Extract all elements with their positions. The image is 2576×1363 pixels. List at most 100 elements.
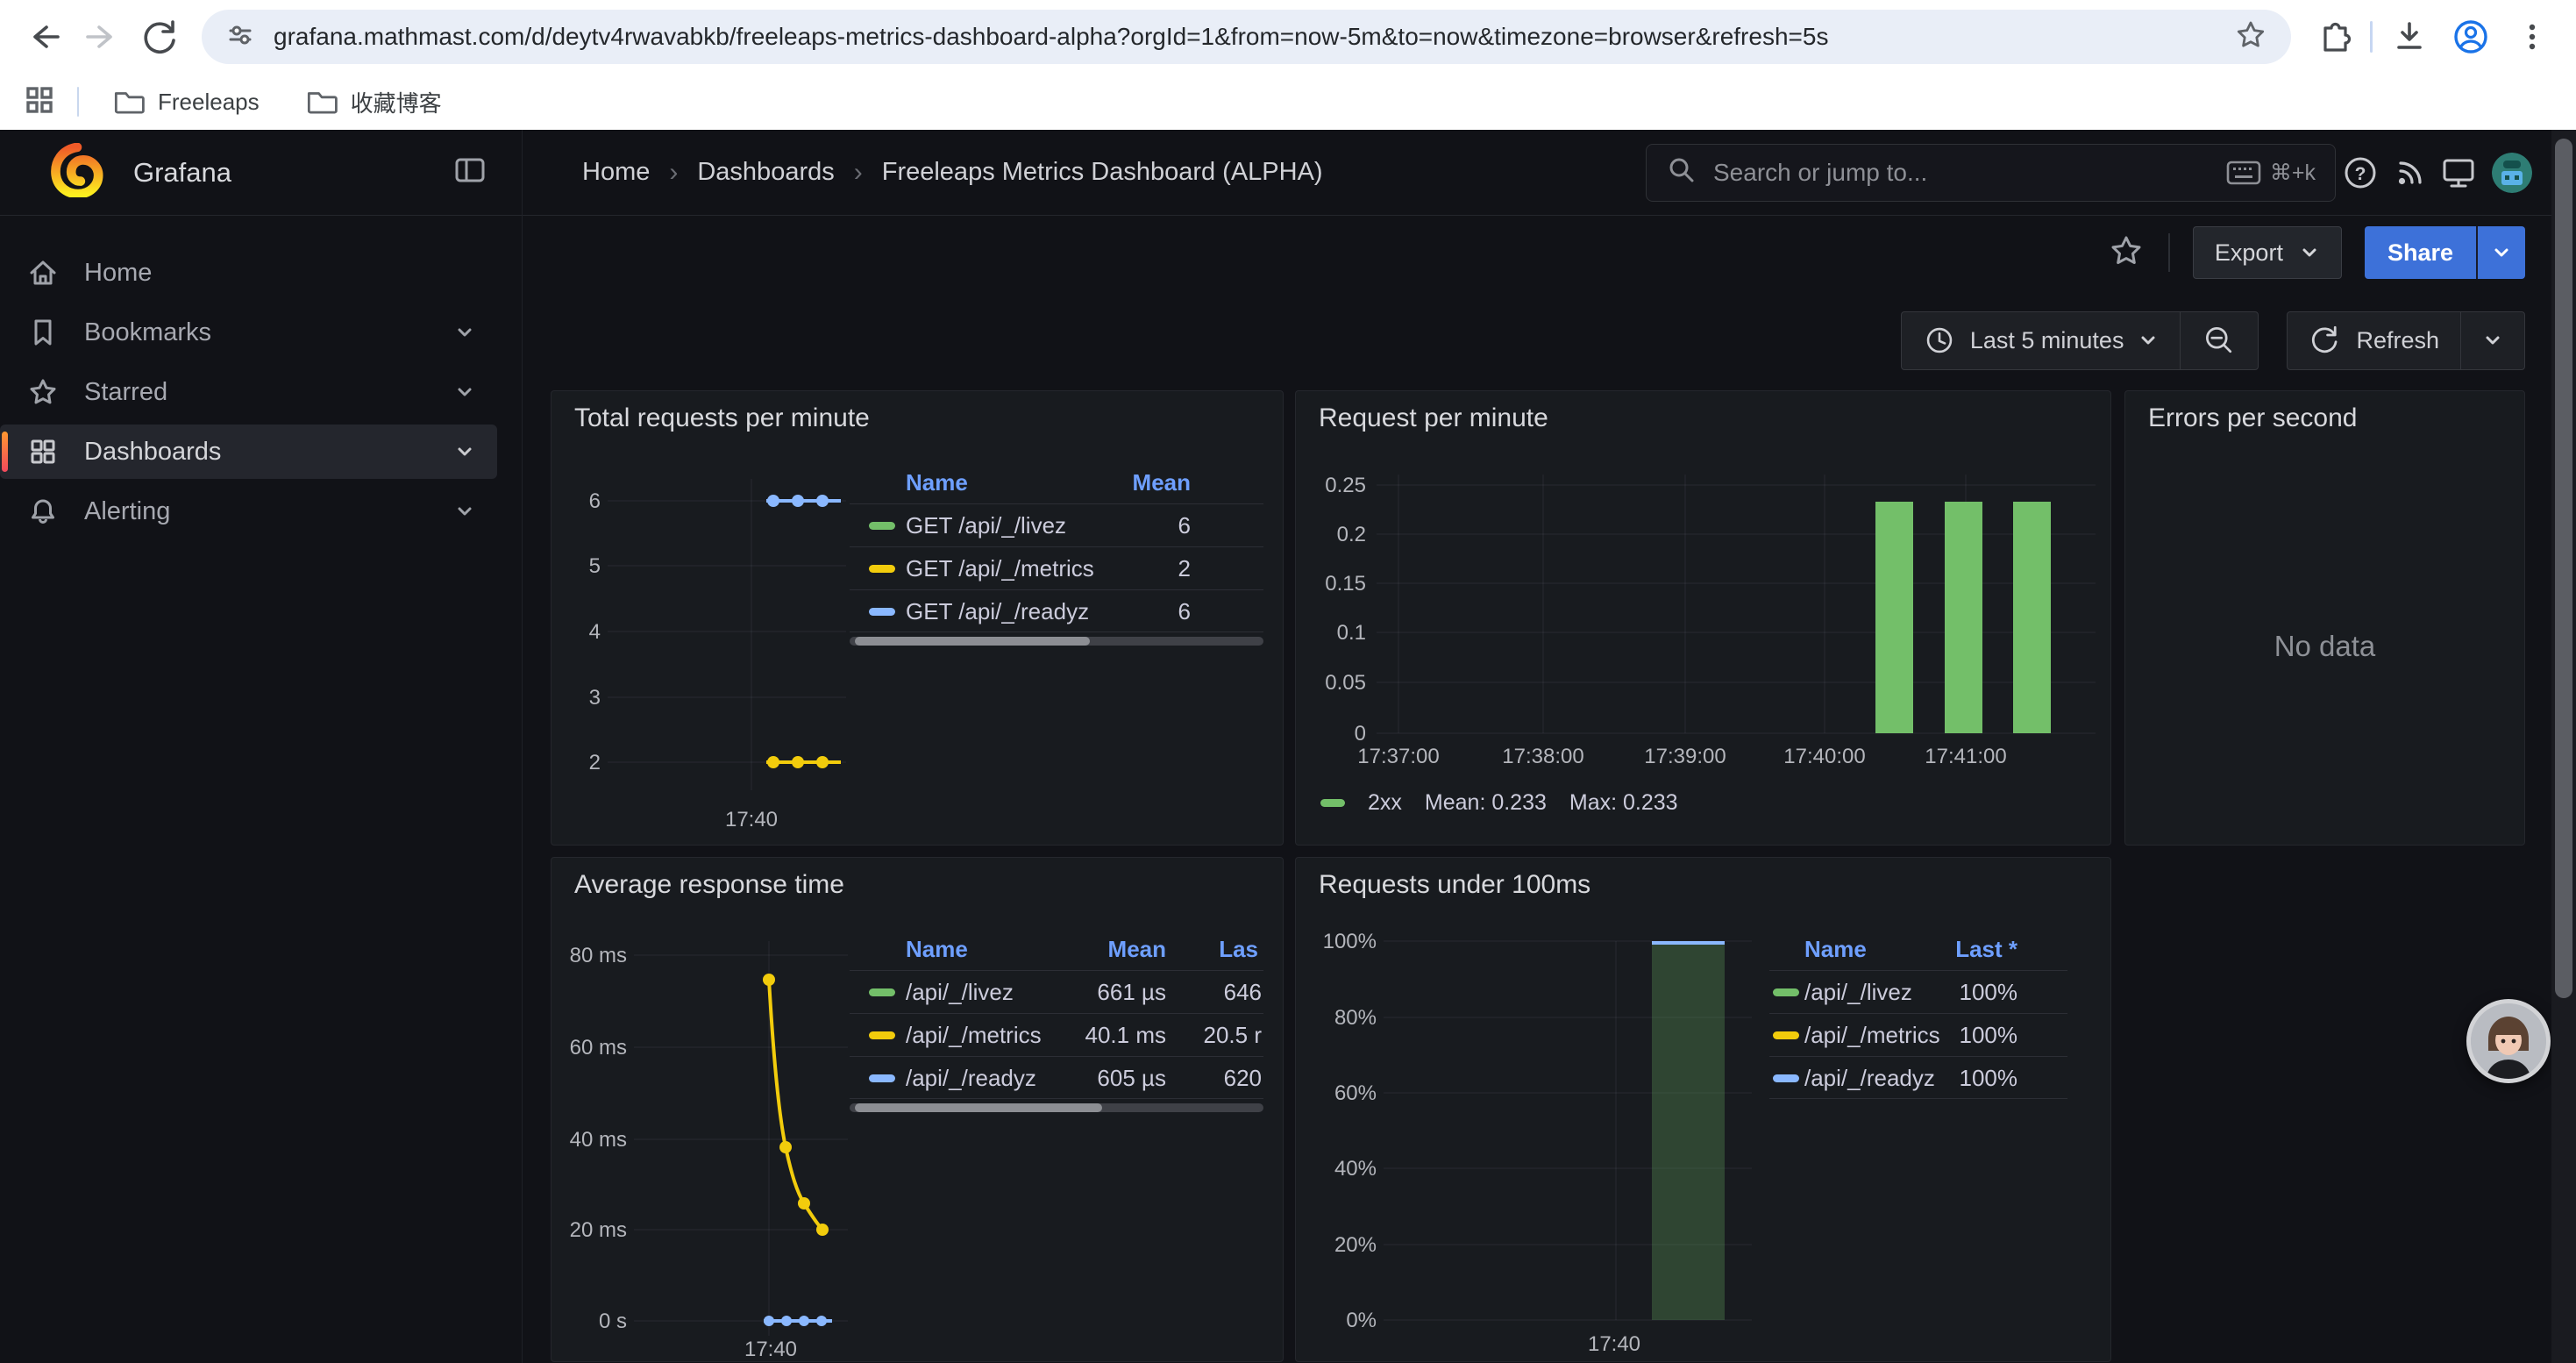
svg-text:?: ? [2355,164,2366,184]
sidebar-item-alerting[interactable]: Alerting [0,484,497,539]
bookmarks-divider [77,87,79,117]
refresh-button[interactable]: Refresh [2288,312,2460,369]
series-color-pill [869,608,895,616]
sidebar-collapse-icon[interactable] [453,155,487,189]
table-row[interactable]: /api/_/readyz 605 µs 620 [850,1056,1263,1099]
col-last[interactable]: Las [1219,936,1258,962]
grafana-logo[interactable] [49,142,103,202]
table-hscrollbar[interactable] [850,637,1263,646]
table-row[interactable]: /api/_/metrics 40.1 ms 20.5 r [850,1013,1263,1056]
chevron-down-icon[interactable] [453,440,476,463]
table-row[interactable]: /api/_/readyz 100% [1769,1056,2067,1099]
page-scrollbar[interactable] [2551,130,2576,1363]
assistant-avatar[interactable] [2466,999,2551,1083]
apps-grid-icon[interactable] [23,83,56,121]
time-range-group: Last 5 minutes [1900,310,2259,370]
export-button[interactable]: Export [2192,226,2342,279]
sidebar-item-bookmarks[interactable]: Bookmarks [0,305,497,360]
svg-text:60%: 60% [1334,1081,1377,1105]
downloads-icon[interactable] [2385,12,2434,61]
panel-title[interactable]: Request per minute [1319,403,1548,432]
url-text[interactable]: grafana.mathmast.com/d/deytv4rwavabkb/fr… [274,23,1829,50]
svg-text:17:41:00: 17:41:00 [1925,745,2006,768]
series-mean: 2 [1178,555,1191,582]
chevron-down-icon[interactable] [453,500,476,523]
table-row[interactable]: /api/_/livez 661 µs 646 [850,970,1263,1013]
site-settings-icon[interactable] [224,19,256,55]
series-name: /api/_/metrics [1804,1022,1940,1048]
dashboard-actions: Export Share [523,216,2576,289]
series-color-pill [1773,1074,1799,1082]
col-name[interactable]: Name [1804,936,1867,962]
panel-average-response-time[interactable]: Average response time 80 ms 60 ms 40 ms … [551,857,1284,1362]
panel-title[interactable]: Requests under 100ms [1319,870,1591,899]
svg-text:40 ms: 40 ms [570,1128,627,1152]
col-name[interactable]: Name [906,936,968,962]
zoom-out-button[interactable] [2180,311,2258,369]
panel-title[interactable]: Total requests per minute [574,403,870,432]
bell-icon [26,495,60,528]
breadcrumb: Home › Dashboards › Freeleaps Metrics Da… [582,158,1323,188]
bookmark-folder-freeleaps[interactable]: Freeleaps [100,82,272,122]
panel-request-per-minute[interactable]: Request per minute 0.25 0.2 0.15 0.1 0.0… [1295,390,2111,846]
search-input[interactable]: Search or jump to... ⌘+k [1646,143,2336,202]
user-avatar[interactable] [2492,152,2532,193]
table-row[interactable]: /api/_/livez 100% [1769,970,2067,1013]
table-row[interactable]: GET /api/_/readyz 6 [850,589,1263,632]
chevron-down-icon[interactable] [453,381,476,403]
menu-kebab-icon[interactable] [2508,12,2557,61]
table-hscrollbar[interactable] [850,1103,1263,1112]
extensions-icon[interactable] [2309,12,2358,61]
bookmark-label: Freeleaps [158,88,260,115]
sidebar-item-dashboards[interactable]: Dashboards [0,425,497,479]
col-mean[interactable]: Mean [1107,936,1166,962]
panel-title[interactable]: Errors per second [2148,403,2358,432]
legend-color-pill [1320,799,1345,807]
table-row[interactable]: GET /api/_/metrics 2 [850,546,1263,589]
total-requests-chart: 6 5 4 3 2 17:40 [589,479,846,831]
sidebar-item-home[interactable]: Home [0,246,497,300]
svg-text:0%: 0% [1346,1309,1377,1332]
panel-total-requests[interactable]: Total requests per minute 6 5 4 3 2 17:4… [551,390,1284,846]
svg-text:17:40: 17:40 [725,808,778,831]
col-mean[interactable]: Mean [1132,469,1191,496]
panel-title[interactable]: Average response time [574,870,844,899]
reload-button[interactable] [135,12,184,61]
legend-series[interactable]: 2xx [1368,790,1402,815]
time-range-picker[interactable]: Last 5 minutes [1902,312,2181,369]
sidebar-item-label: Bookmarks [84,318,212,346]
col-name[interactable]: Name [906,469,968,496]
monitor-icon[interactable] [2434,148,2483,197]
actions-divider [2167,233,2170,272]
scrollbar-thumb[interactable] [2555,139,2572,998]
panel-requests-under-100ms[interactable]: Requests under 100ms 100% 80% 60% 40% 20… [1295,857,2111,1362]
chevron-down-icon [2494,248,2508,257]
favorite-star-icon[interactable] [2107,232,2145,275]
svg-text:17:40:00: 17:40:00 [1783,745,1865,768]
series-name: /api/_/livez [906,979,1014,1005]
back-button[interactable] [19,12,68,61]
sidebar-item-starred[interactable]: Starred [0,365,497,419]
forward-button[interactable] [77,12,126,61]
help-icon[interactable]: ? [2336,148,2385,197]
under-100ms-chart: 100% 80% 60% 40% 20% 0% 17:40 [1323,930,1752,1356]
refresh-interval-button[interactable] [2460,311,2524,369]
news-rss-icon[interactable] [2385,148,2434,197]
chevron-down-icon[interactable] [453,321,476,344]
breadcrumb-home[interactable]: Home [582,158,651,186]
breadcrumb-separator: › [853,157,863,187]
share-button[interactable]: Share [2364,226,2476,279]
panel-errors-per-second[interactable]: Errors per second No data [2124,390,2525,846]
sidebar-nav: Home Bookmarks Starred [0,216,522,539]
bookmark-folder-blogs[interactable]: 收藏博客 [293,81,454,124]
profile-icon[interactable] [2446,12,2495,61]
table-row[interactable]: /api/_/metrics 100% [1769,1013,2067,1056]
col-last[interactable]: Last * [1955,936,2017,962]
bookmark-star-icon[interactable] [2233,18,2268,57]
breadcrumb-dashboards[interactable]: Dashboards [697,158,835,186]
legend-max: Max: 0.233 [1569,790,1678,815]
series-table: Name Last * /api/_/livez 100% /api/_/met… [1769,928,2067,1100]
table-row[interactable]: GET /api/_/livez 6 [850,503,1263,546]
share-menu-button[interactable] [2476,226,2525,279]
url-bar[interactable]: grafana.mathmast.com/d/deytv4rwavabkb/fr… [202,10,2291,64]
